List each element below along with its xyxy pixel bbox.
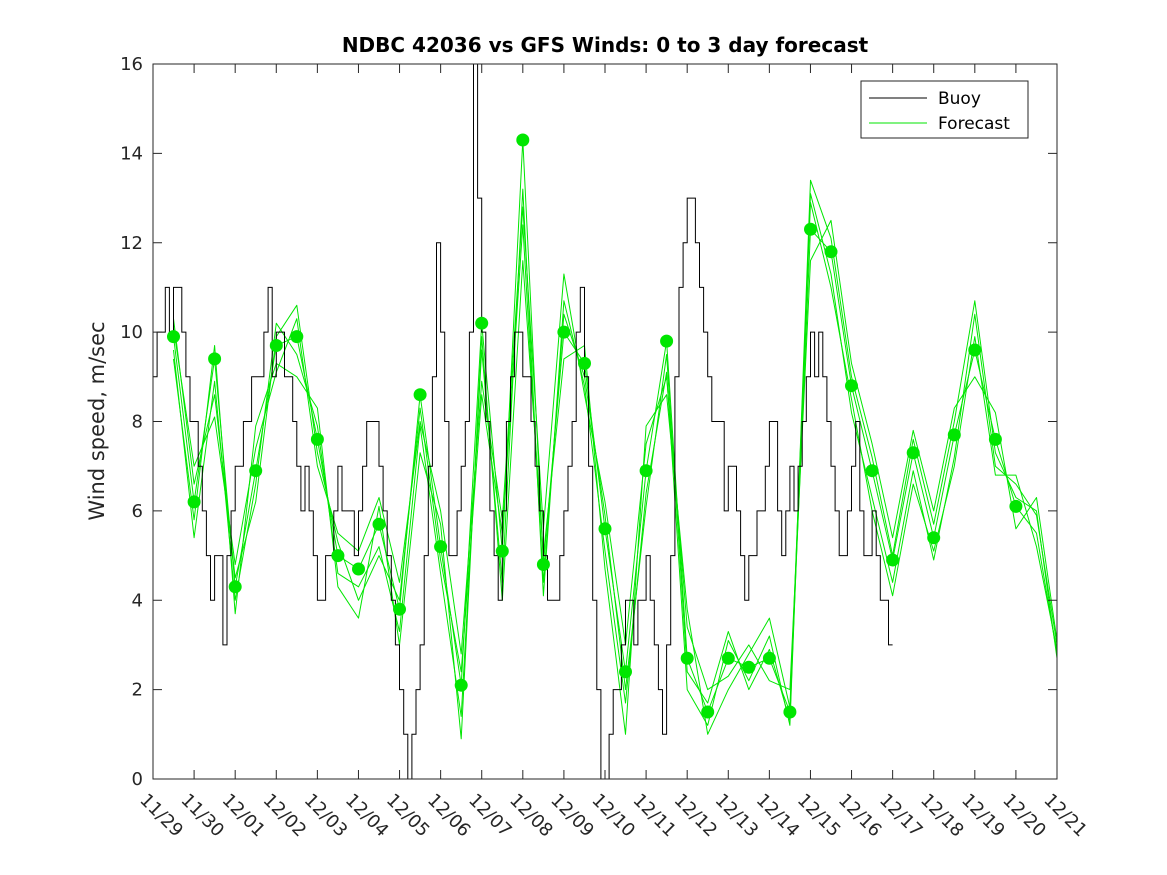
analysis-marker-4 [228,580,242,594]
analysis-marker-39 [947,428,961,442]
y-tick-label: 4 [132,590,143,611]
y-tick-label: 6 [132,501,143,522]
analysis-marker-33 [824,245,838,259]
analysis-marker-35 [865,464,879,478]
analysis-marker-31 [783,705,797,719]
analysis-marker-41 [988,432,1002,446]
analysis-marker-23 [619,665,632,679]
analysis-marker-25 [660,334,674,348]
analysis-marker-14 [434,540,448,554]
analysis-marker-10 [352,562,365,576]
analysis-marker-21 [578,356,591,370]
analysis-marker-30 [762,651,776,665]
analysis-marker-22 [598,522,612,536]
analysis-marker-18 [516,133,530,147]
plot-area [153,63,1057,780]
y-tick-label: 16 [120,54,143,75]
legend-label: Forecast [938,114,1010,134]
analysis-marker-40 [968,343,982,357]
y-axis-label: Wind speed, m/sec [85,321,109,520]
y-tick-label: 14 [120,143,143,164]
analysis-marker-17 [495,544,509,558]
buoy-line [153,63,893,780]
analysis-marker-2 [187,495,201,509]
analysis-marker-7 [290,330,304,344]
y-tick-label: 2 [132,680,143,701]
analysis-marker-20 [557,325,571,339]
forecast-run-line-5 [173,179,1057,722]
analysis-marker-5 [249,464,263,478]
analysis-marker-16 [475,316,489,330]
legend-label: Buoy [938,89,981,109]
legend-box [860,80,1029,139]
analysis-marker-1 [167,330,180,344]
chart-title: NDBC 42036 vs GFS Winds: 0 to 3 day fore… [342,33,869,57]
analysis-marker-15 [454,678,468,692]
y-tick-label: 10 [120,322,143,343]
analysis-marker-6 [269,339,283,352]
analysis-marker-12 [393,602,406,616]
analysis-marker-8 [310,432,324,446]
forecast-run-line-2 [173,188,1057,726]
analysis-marker-37 [906,446,920,460]
analysis-marker-34 [845,379,858,393]
plot-background [153,64,1057,779]
analysis-marker-9 [331,549,345,563]
y-tick-label: 12 [120,233,143,254]
analysis-marker-11 [372,517,386,531]
analysis-marker-28 [721,651,735,665]
y-tick-label: 8 [132,412,143,433]
y-tick-label: 0 [132,769,143,790]
analysis-marker-42 [1009,499,1023,513]
analysis-marker-26 [680,651,694,665]
analysis-marker-19 [536,558,550,571]
analysis-marker-32 [804,222,817,236]
legend: Buoy Forecast [860,80,1029,139]
analysis-marker-24 [639,464,653,478]
analysis-marker-13 [413,388,427,402]
analysis-marker-29 [742,660,756,674]
analysis-marker-27 [701,705,715,719]
analysis-marker-36 [886,553,900,567]
analysis-marker-38 [927,531,941,545]
analysis-marker-3 [208,352,222,366]
